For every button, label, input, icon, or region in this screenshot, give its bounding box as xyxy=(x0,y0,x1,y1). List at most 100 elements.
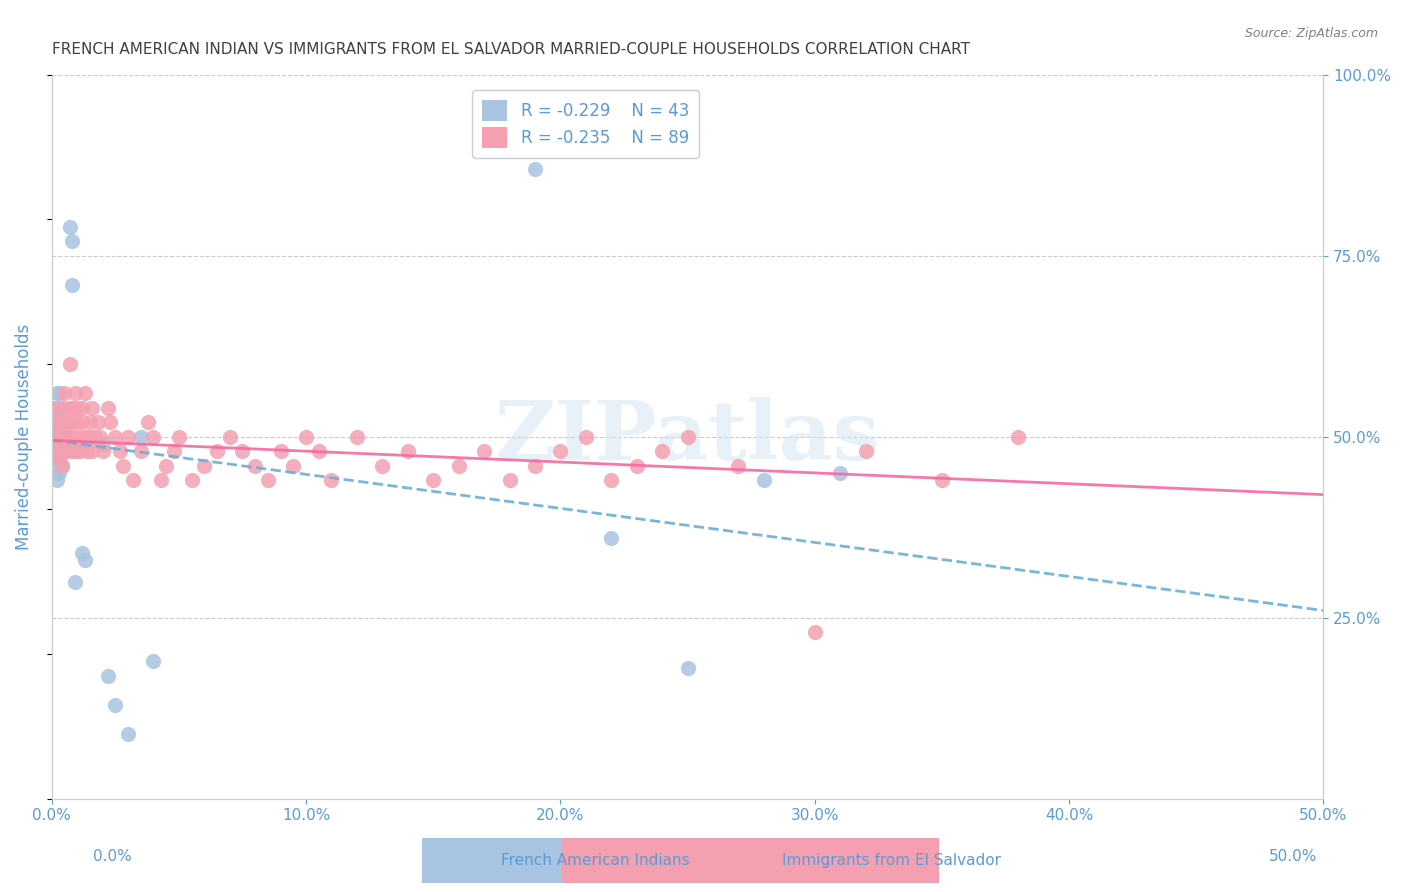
Text: 0.0%: 0.0% xyxy=(93,849,132,863)
Point xyxy=(498,473,520,487)
Point xyxy=(56,415,79,429)
Point xyxy=(45,401,67,415)
Point xyxy=(110,444,132,458)
Point xyxy=(257,473,280,487)
Point xyxy=(53,430,76,444)
Point xyxy=(86,415,108,429)
Legend: R = -0.229    N = 43, R = -0.235    N = 89: R = -0.229 N = 43, R = -0.235 N = 89 xyxy=(472,90,699,158)
Point xyxy=(72,401,94,415)
Point xyxy=(53,444,76,458)
Point xyxy=(84,430,107,444)
Point xyxy=(626,458,648,473)
Point xyxy=(56,430,79,444)
Point xyxy=(111,458,134,473)
Point xyxy=(69,444,91,458)
Point xyxy=(117,726,139,740)
Point xyxy=(91,437,114,451)
Point xyxy=(97,401,120,415)
Point xyxy=(523,458,546,473)
Point xyxy=(45,430,67,444)
Point xyxy=(651,444,673,458)
Point xyxy=(73,386,96,401)
Point xyxy=(56,437,79,451)
Point xyxy=(270,444,292,458)
Point xyxy=(44,444,66,458)
Point xyxy=(193,458,215,473)
Point xyxy=(51,430,73,444)
Point xyxy=(60,277,83,292)
Point xyxy=(727,458,749,473)
Point xyxy=(447,458,470,473)
Point xyxy=(150,473,173,487)
Point xyxy=(523,161,546,176)
Point xyxy=(231,444,253,458)
Point xyxy=(472,444,495,458)
Point xyxy=(45,444,67,458)
Point xyxy=(60,415,83,429)
Point xyxy=(58,430,80,444)
Point xyxy=(63,444,86,458)
Point xyxy=(89,430,111,444)
Point xyxy=(600,531,623,545)
Point xyxy=(676,661,699,675)
Point xyxy=(371,458,394,473)
Point xyxy=(58,219,80,234)
Point xyxy=(48,466,70,480)
Point xyxy=(44,451,66,466)
Point xyxy=(82,444,104,458)
Point xyxy=(82,401,104,415)
Point xyxy=(98,415,121,429)
Point xyxy=(48,430,70,444)
Point xyxy=(66,415,89,429)
Point xyxy=(60,401,83,415)
Point xyxy=(104,430,127,444)
Point xyxy=(180,473,202,487)
Point xyxy=(48,386,70,401)
Point xyxy=(142,654,165,668)
Point xyxy=(122,473,145,487)
Point xyxy=(44,401,66,415)
Point xyxy=(205,444,228,458)
Point xyxy=(63,574,86,589)
Point xyxy=(346,430,368,444)
Point xyxy=(66,444,89,458)
Point xyxy=(69,430,91,444)
Point xyxy=(79,430,101,444)
Point xyxy=(79,430,101,444)
Point xyxy=(855,444,877,458)
FancyBboxPatch shape xyxy=(281,834,658,888)
Point xyxy=(45,415,67,429)
Point xyxy=(51,430,73,444)
Point xyxy=(45,430,67,444)
FancyBboxPatch shape xyxy=(562,834,939,888)
Point xyxy=(48,451,70,466)
Point xyxy=(51,415,73,429)
Point xyxy=(44,430,66,444)
Point xyxy=(76,444,98,458)
Point xyxy=(44,415,66,429)
Point xyxy=(73,430,96,444)
Point xyxy=(218,430,240,444)
Point xyxy=(48,430,70,444)
Point xyxy=(45,473,67,487)
Text: ZIPatlas: ZIPatlas xyxy=(495,397,880,476)
Point xyxy=(44,430,66,444)
Point xyxy=(138,415,160,429)
Point xyxy=(97,668,120,682)
Point xyxy=(48,415,70,429)
Text: Source: ZipAtlas.com: Source: ZipAtlas.com xyxy=(1244,27,1378,40)
Point xyxy=(44,415,66,429)
Point xyxy=(575,430,598,444)
Point xyxy=(58,401,80,415)
Y-axis label: Married-couple Households: Married-couple Households xyxy=(15,324,32,549)
Point xyxy=(73,553,96,567)
Point xyxy=(129,444,152,458)
Point xyxy=(167,430,190,444)
Point xyxy=(53,386,76,401)
Point xyxy=(56,444,79,458)
Point xyxy=(72,545,94,559)
Point xyxy=(830,466,852,480)
Point xyxy=(550,444,572,458)
Point xyxy=(752,473,775,487)
Point xyxy=(129,430,152,444)
